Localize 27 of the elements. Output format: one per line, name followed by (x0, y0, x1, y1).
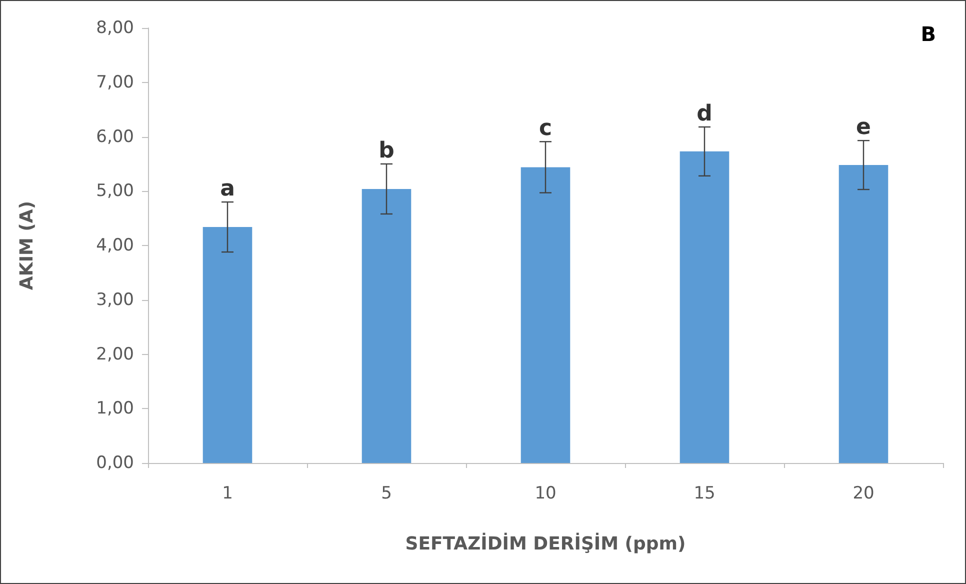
annotation: b (378, 138, 394, 164)
y-tick-label: 7,00 (96, 72, 134, 92)
x-tick-label: 20 (852, 484, 874, 504)
y-tick-label: 5,00 (96, 181, 134, 202)
bar (520, 167, 570, 463)
annotation: c (538, 116, 552, 142)
bar (362, 188, 412, 463)
bar (680, 151, 730, 463)
y-tick-label: 0,00 (96, 453, 134, 473)
annotation: B (920, 22, 936, 46)
bar (202, 227, 252, 463)
x-axis-title: SEFTAZİDİM DERİŞİM (ppm) (405, 532, 686, 554)
x-tick-label: 1 (222, 484, 233, 504)
annotation: a (220, 176, 235, 202)
bar (838, 165, 888, 463)
annotation: d (696, 101, 712, 126)
x-tick-label: 10 (534, 484, 556, 504)
y-tick-label: 3,00 (96, 290, 134, 310)
y-tick-label: 4,00 (96, 236, 134, 256)
x-tick-label: 15 (694, 484, 716, 504)
y-tick-label: 2,00 (96, 344, 134, 364)
y-tick-label: 6,00 (96, 126, 134, 147)
y-tick-label: 1,00 (96, 398, 134, 419)
y-tick-label: 8,00 (96, 18, 134, 38)
x-tick-label: 5 (381, 484, 392, 504)
annotation: e (856, 115, 871, 140)
y-axis-title: AKIM (A) (16, 200, 38, 290)
